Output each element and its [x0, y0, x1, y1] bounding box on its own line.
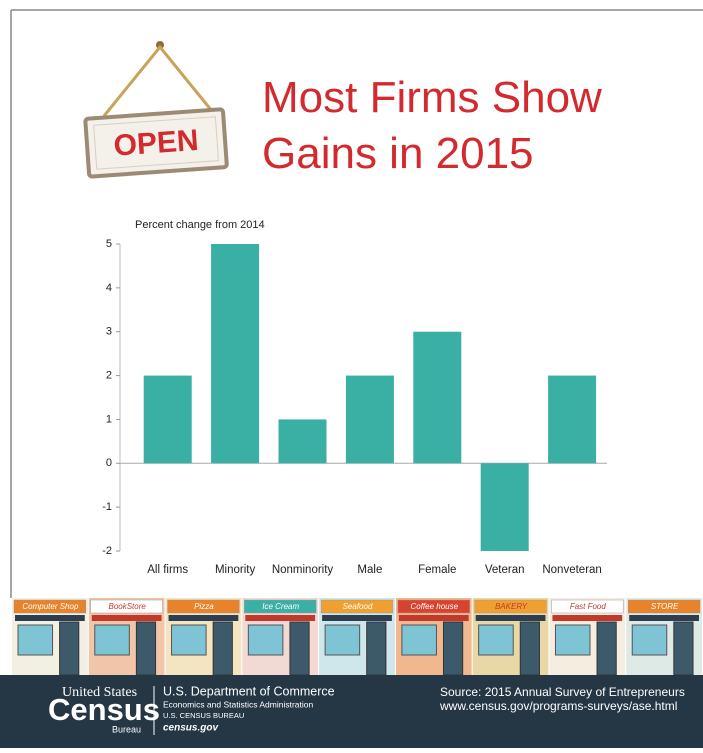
store-window [478, 624, 514, 656]
store-door [673, 621, 694, 676]
store-window [324, 624, 361, 656]
store-sign-board [13, 599, 87, 614]
store-awning [168, 615, 239, 621]
store-sign-board [320, 599, 394, 614]
y-axis-label: Percent change from 2014 [135, 219, 265, 231]
store-window [554, 624, 591, 656]
administration: Economics and Statistics Administration [163, 699, 314, 709]
store-sign: STORE [651, 602, 679, 611]
x-tick-label: Male [357, 564, 382, 576]
source-url: www.census.gov/programs-surveys/ase.html [439, 699, 677, 713]
store-sign-board [551, 599, 624, 614]
store-door [519, 621, 540, 676]
website: census.gov [163, 723, 219, 734]
store-awning [629, 615, 699, 621]
storefronts: Computer Shop BookStore Pizza Ice Cream Seaf… [12, 598, 702, 676]
store-door [596, 621, 617, 676]
store-sign: Fast Food [570, 602, 607, 611]
store-sign-board [167, 599, 240, 614]
store-sign-board [90, 599, 163, 614]
store-window [17, 624, 54, 656]
x-tick-label: Veteran [485, 564, 525, 576]
store-awning [245, 615, 316, 621]
agency-top: United States [62, 685, 137, 700]
store-awning [552, 615, 623, 621]
store-sign: BAKERY [495, 602, 528, 611]
store-window [401, 624, 437, 656]
y-tick-label: 0 [106, 457, 112, 469]
agency-bottom: Bureau [112, 724, 141, 734]
x-tick-label: Female [418, 564, 456, 576]
bar [480, 463, 529, 551]
store-door [59, 621, 80, 676]
y-tick-label: 3 [106, 326, 112, 338]
bar [278, 419, 327, 464]
source: Source: 2015 Annual Survey of Entreprene… [440, 685, 685, 699]
sign-string [102, 44, 218, 117]
x-tick-label: All firms [147, 564, 188, 576]
store-sign-board [244, 599, 317, 614]
title-box: Most Firms Show Gains in 2015 [262, 73, 602, 178]
sign-board [83, 107, 229, 179]
store-window [631, 624, 668, 656]
sign-inner [93, 116, 219, 170]
y-tick-label: -1 [102, 501, 112, 513]
y-tick-label: 4 [106, 282, 112, 294]
footer: United States Census Bureau U.S. Departm… [48, 684, 685, 735]
store-awning [322, 615, 392, 621]
store-sign-board [627, 599, 701, 614]
store-window [247, 624, 284, 656]
store-sign-board [474, 599, 547, 614]
y-tick-label: 5 [106, 238, 112, 250]
store-door [212, 621, 233, 676]
store-sign-board [397, 599, 470, 614]
store-awning [91, 615, 162, 621]
y-tick-label: 1 [106, 413, 112, 425]
department: U.S. Department of Commerce [163, 684, 335, 698]
chart-title: Most Firms Show Gains in 2015 [262, 73, 602, 178]
bar [413, 331, 462, 464]
chart: -2 -1 0 1 2 3 4 5 All firms Minority Nonminority Ma… [102, 238, 607, 576]
y-tick-label: 2 [106, 369, 112, 381]
store-sign: Ice Cream [262, 602, 299, 611]
store-sign: Computer Shop [22, 602, 79, 611]
store-door [289, 621, 310, 676]
store-door [442, 621, 464, 676]
x-tick-label: Minority [215, 564, 256, 576]
store-sign: Pizza [194, 602, 214, 611]
footer-band [0, 675, 703, 748]
bar [211, 244, 260, 464]
bar [548, 375, 597, 464]
open-sign: OPEN [83, 41, 229, 179]
store-awning [475, 615, 546, 621]
store-sign: Seafood [343, 602, 373, 611]
bar [345, 375, 394, 464]
x-tick-label: Nonminority [272, 564, 334, 576]
store-awning [15, 615, 85, 621]
store-sign: Coffee house [410, 602, 458, 611]
bureau: U.S. CENSUS BUREAU [163, 711, 244, 720]
y-tick-label: -2 [102, 545, 112, 557]
store-awning [398, 615, 469, 621]
store-door [135, 621, 157, 676]
sign-text: OPEN [113, 124, 200, 163]
store-door [366, 621, 387, 676]
store-window [171, 624, 207, 656]
agency-name: Census [48, 692, 160, 727]
bar [143, 375, 192, 464]
store-window [94, 624, 130, 656]
x-tick-label: Nonveteran [542, 564, 601, 576]
store-sign: BookStore [108, 602, 146, 611]
